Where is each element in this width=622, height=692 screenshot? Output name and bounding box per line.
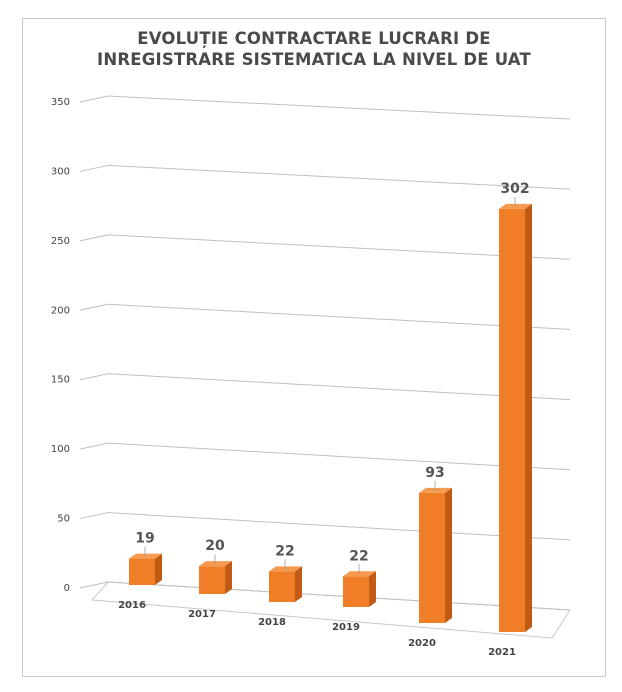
y-tick-label: 0	[64, 583, 70, 594]
y-tick-label: 250	[51, 236, 70, 247]
y-tick-label: 150	[51, 375, 70, 386]
gridline-stub	[79, 373, 109, 381]
data-label: 22	[275, 543, 294, 559]
chart-title-line-1: EVOLUȚIE CONTRACTARE LUCRARI DE	[137, 29, 491, 48]
gridline-stub	[79, 95, 109, 103]
bar	[499, 208, 525, 632]
bar-side	[155, 553, 162, 585]
data-label: 20	[205, 538, 225, 554]
gridline	[107, 164, 571, 190]
y-tick-label: 300	[51, 166, 70, 177]
chart-title: EVOLUȚIE CONTRACTARE LUCRARI DE INREGIST…	[22, 28, 606, 70]
bar	[419, 492, 445, 623]
bars	[129, 203, 532, 632]
data-labels: 19 20 22 22 93 302	[135, 181, 530, 575]
y-tick-label: 50	[57, 514, 70, 525]
bar-side	[445, 487, 452, 623]
gridline	[107, 442, 571, 471]
data-label: 93	[425, 465, 444, 481]
bar-top	[343, 571, 376, 577]
bar-side	[225, 561, 232, 594]
gridline-stub	[79, 512, 109, 520]
x-category-label: 2018	[258, 617, 286, 628]
gridline-stub	[79, 234, 109, 242]
x-category-label: 2017	[188, 609, 216, 620]
x-category-label: 2019	[332, 622, 360, 633]
gridline	[107, 373, 571, 401]
x-category-label: 2020	[408, 638, 436, 649]
gridline	[107, 512, 571, 541]
gridline-stub	[79, 303, 109, 311]
bar	[199, 566, 225, 594]
gridline-stub	[79, 581, 109, 589]
bar-top	[499, 203, 532, 209]
gridline	[107, 303, 571, 330]
bar-top	[269, 566, 302, 572]
bar-side	[369, 571, 376, 607]
gridline	[107, 234, 571, 260]
bar-top	[199, 561, 232, 567]
bar-side	[295, 566, 302, 602]
y-axis-ticks: 0 50 100 150 200 250 300 350	[51, 97, 70, 594]
bar	[129, 558, 155, 585]
gridline-stub	[79, 442, 109, 450]
y-tick-label: 200	[51, 305, 70, 316]
y-tick-label: 350	[51, 97, 70, 108]
x-category-label: 2021	[488, 647, 516, 658]
bar-top	[419, 487, 452, 493]
gridline-stub	[79, 164, 109, 172]
gridline	[107, 581, 571, 611]
x-category-label: 2016	[118, 600, 146, 611]
bar-side	[525, 203, 532, 632]
chart-title-line-2: INREGISTRARE SISTEMATICA LA NIVEL DE UAT	[97, 50, 531, 69]
data-label: 302	[500, 181, 529, 197]
floor-plane	[90, 581, 571, 639]
bar	[269, 571, 295, 602]
chart-floor	[90, 581, 571, 639]
bar-top	[129, 553, 162, 559]
y-tick-label: 100	[51, 444, 70, 455]
bar	[343, 576, 369, 607]
gridline	[107, 95, 571, 120]
data-label: 22	[349, 548, 368, 564]
data-label: 19	[135, 531, 154, 547]
x-axis-categories: 2016 2017 2018 2019 2020 2021	[118, 600, 516, 658]
gridlines	[79, 95, 571, 611]
